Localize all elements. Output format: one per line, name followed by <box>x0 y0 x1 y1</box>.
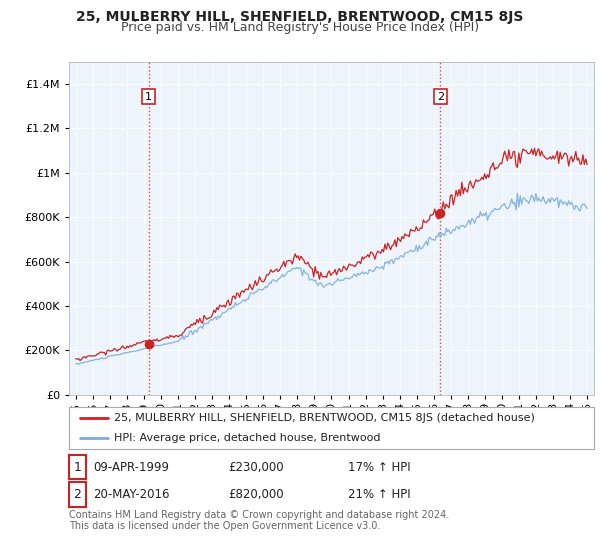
Text: 21% ↑ HPI: 21% ↑ HPI <box>348 488 410 501</box>
Text: 17% ↑ HPI: 17% ↑ HPI <box>348 460 410 474</box>
Text: 2: 2 <box>73 488 82 501</box>
Text: 1: 1 <box>145 92 152 101</box>
Text: 20-MAY-2016: 20-MAY-2016 <box>93 488 170 501</box>
Text: 1: 1 <box>73 460 82 474</box>
Text: 09-APR-1999: 09-APR-1999 <box>93 460 169 474</box>
Text: £230,000: £230,000 <box>228 460 284 474</box>
Text: £820,000: £820,000 <box>228 488 284 501</box>
Text: HPI: Average price, detached house, Brentwood: HPI: Average price, detached house, Bren… <box>113 433 380 443</box>
Text: 25, MULBERRY HILL, SHENFIELD, BRENTWOOD, CM15 8JS: 25, MULBERRY HILL, SHENFIELD, BRENTWOOD,… <box>76 10 524 24</box>
Text: Contains HM Land Registry data © Crown copyright and database right 2024.
This d: Contains HM Land Registry data © Crown c… <box>69 510 449 531</box>
Text: 25, MULBERRY HILL, SHENFIELD, BRENTWOOD, CM15 8JS (detached house): 25, MULBERRY HILL, SHENFIELD, BRENTWOOD,… <box>113 413 535 423</box>
Text: Price paid vs. HM Land Registry's House Price Index (HPI): Price paid vs. HM Land Registry's House … <box>121 21 479 34</box>
Text: 2: 2 <box>437 92 444 101</box>
